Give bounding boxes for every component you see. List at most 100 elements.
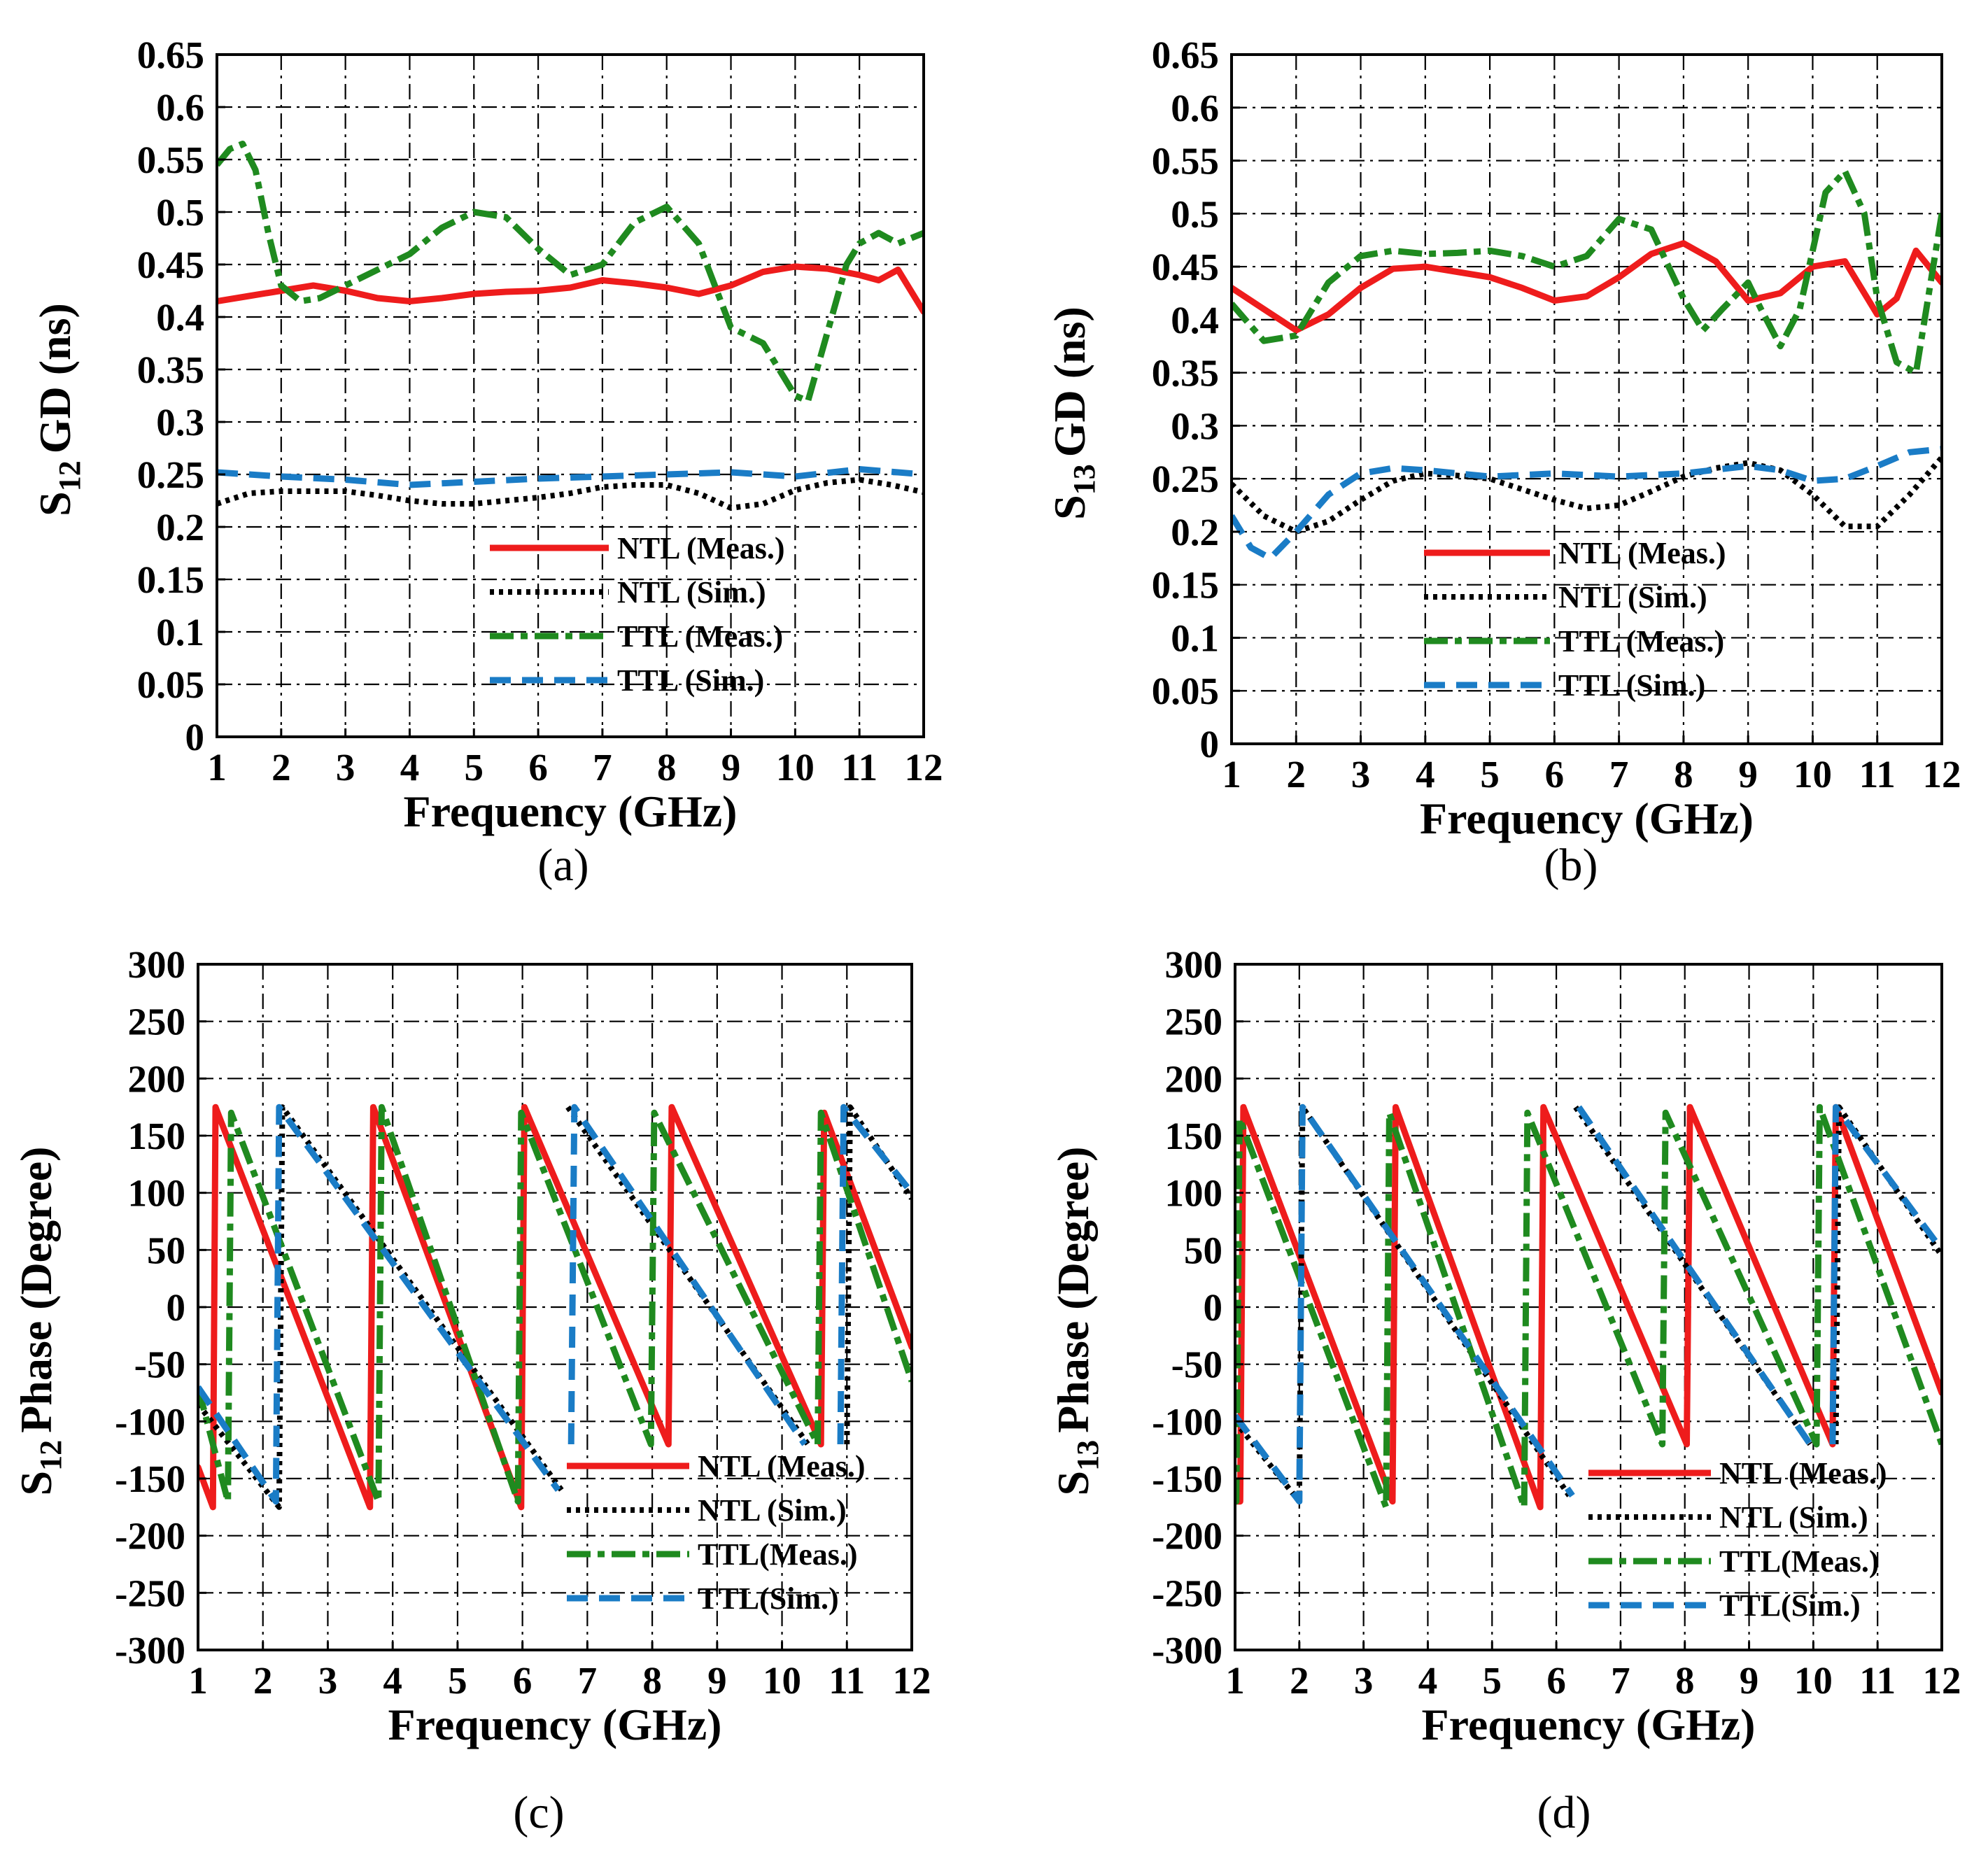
x-axis-title: Frequency (GHz) — [404, 787, 738, 836]
y-tick-label: 0.5 — [156, 191, 204, 234]
y-tick-label: 0.5 — [1171, 192, 1219, 235]
x-tick-label: 9 — [721, 746, 741, 789]
panel-label: (a) — [537, 840, 588, 891]
series-group — [1235, 1103, 1942, 1511]
x-tick-label: 6 — [1545, 753, 1565, 796]
y-tick-label: 200 — [1165, 1057, 1223, 1100]
x-tick-label: 7 — [593, 746, 612, 789]
y-tick-label: 250 — [1165, 1001, 1223, 1043]
y-tick-label: 0.55 — [1152, 140, 1219, 183]
y-tick-label: 300 — [128, 943, 186, 986]
y-tick-label: 0.6 — [1171, 87, 1219, 129]
x-tick-label: 11 — [1859, 1659, 1896, 1702]
x-tick-label: 9 — [707, 1659, 727, 1702]
y-tick-label: -250 — [115, 1572, 185, 1614]
series-line-0 — [198, 1103, 912, 1511]
x-tick-label: 4 — [1416, 753, 1435, 796]
legend-label-0: NTL (Meas.) — [617, 531, 785, 565]
x-tick-label: 2 — [1287, 753, 1306, 796]
y-tick-label: 0.15 — [1152, 564, 1219, 607]
y-tick-label: -50 — [1171, 1343, 1222, 1386]
legend-label-2: TTL (Meas.) — [1558, 624, 1724, 658]
x-tick-label: 6 — [513, 1659, 533, 1702]
legend-label-1: NTL (Sim.) — [1719, 1500, 1868, 1535]
x-axis-title: Frequency (GHz) — [1420, 794, 1754, 843]
y-tick-label: 0.3 — [1171, 404, 1219, 447]
x-tick-label: 6 — [1546, 1659, 1566, 1702]
y-tick-label: 0.1 — [156, 611, 204, 654]
x-tick-label: 8 — [1675, 1659, 1695, 1702]
y-tick-label: 150 — [1165, 1115, 1223, 1157]
y-axis-title-subscript: 12 — [52, 460, 87, 491]
y-tick-label: 0.25 — [137, 453, 204, 496]
series-line-2 — [1232, 168, 1942, 376]
y-tick-label: -50 — [134, 1343, 185, 1386]
y-axis-title-subscript: 13 — [1067, 464, 1101, 495]
y-tick-label: 0.35 — [1152, 352, 1219, 395]
y-tick-label: 0.2 — [156, 506, 204, 549]
y-tick-label: -100 — [115, 1400, 185, 1443]
x-tick-label: 11 — [1859, 753, 1896, 796]
legend: NTL (Meas.) NTL (Sim.) TTL (Meas.) TTL (Sim… — [1424, 536, 1726, 703]
x-tick-label: 6 — [528, 746, 548, 789]
y-tick-label: 0.35 — [137, 348, 204, 391]
x-tick-label: 3 — [1354, 1659, 1374, 1702]
y-axis-title-main: S — [1045, 495, 1094, 520]
x-tick-label: 10 — [1793, 753, 1832, 796]
x-tick-label: 12 — [1923, 753, 1961, 796]
y-tick-label: 0.05 — [137, 663, 204, 706]
y-tick-label: -300 — [115, 1629, 185, 1672]
y-tick-label: 0.15 — [137, 558, 204, 601]
series-line-1 — [217, 477, 924, 511]
x-tick-label: 8 — [657, 746, 677, 789]
legend: NTL (Meas.) NTL (Sim.) TTL(Meas.) TTL(Sim.) — [567, 1449, 866, 1616]
x-tick-label: 11 — [841, 746, 877, 789]
legend-label-0: NTL (Meas.) — [1719, 1456, 1887, 1490]
y-tick-label: -200 — [1152, 1515, 1222, 1558]
y-tick-label: 0.2 — [1171, 511, 1219, 553]
chart-panel-b: 1 2 3 4 5 6 7 8 9 10 11 1200.050.10.150.20.250.30.3… — [1045, 34, 1961, 891]
legend-label-1: NTL (Sim.) — [617, 575, 766, 609]
y-tick-label: 0.6 — [156, 86, 204, 129]
x-tick-label: 12 — [905, 746, 943, 789]
x-tick-label: 5 — [1483, 1659, 1502, 1702]
x-tick-label: 1 — [207, 746, 227, 789]
series-group — [1232, 168, 1942, 562]
y-axis-title-main: S — [11, 1471, 61, 1496]
y-tick-label: 0.55 — [137, 139, 204, 181]
x-axis-title: Frequency (GHz) — [388, 1700, 722, 1749]
y-tick-label: 0.4 — [156, 296, 204, 339]
x-tick-label: 1 — [1225, 1659, 1245, 1702]
y-tick-label: 0.45 — [1152, 246, 1219, 288]
panel-label: (c) — [513, 1787, 564, 1838]
series-line-0 — [217, 263, 924, 315]
y-tick-label: 0.45 — [137, 244, 204, 286]
x-tick-label: 12 — [1923, 1659, 1961, 1702]
y-axis-title-rest: Phase (Degree) — [1048, 1147, 1098, 1433]
y-axis-title: S13 GD (ns) — [1045, 306, 1101, 520]
chart-panel-d: 1 2 3 4 5 6 7 8 9 10 11 12-300-250-200-150-100-5005… — [1048, 943, 1961, 1838]
y-axis-title-main: S — [30, 491, 80, 516]
legend-label-2: TTL (Meas.) — [617, 619, 783, 654]
y-axis-title: S12 GD (ns) — [30, 303, 87, 516]
x-tick-label: 2 — [1290, 1659, 1309, 1702]
y-tick-label: 0 — [185, 716, 205, 759]
x-tick-label: 5 — [448, 1659, 467, 1702]
y-tick-label: 0.65 — [1152, 34, 1219, 76]
series-line-3 — [198, 1103, 912, 1505]
chart-panel-c: 1 2 3 4 5 6 7 8 9 10 11 12-300-250-200-150-100-5005… — [11, 943, 931, 1838]
legend-label-0: NTL (Meas.) — [1558, 536, 1726, 570]
x-tick-label: 7 — [578, 1659, 598, 1702]
x-tick-label: 5 — [1480, 753, 1500, 796]
series-line-2 — [1235, 1103, 1942, 1511]
y-tick-label: 100 — [128, 1172, 186, 1215]
x-tick-label: 3 — [318, 1659, 338, 1702]
y-tick-label: 150 — [128, 1115, 186, 1157]
y-axis-title-main: S — [1048, 1471, 1098, 1496]
y-axis-title-subscript: 13 — [1071, 1440, 1105, 1471]
y-axis-title-rest: GD (ns) — [30, 303, 80, 453]
x-tick-label: 7 — [1609, 753, 1629, 796]
y-tick-label: -300 — [1152, 1629, 1222, 1672]
series-group — [217, 141, 924, 511]
series-line-1 — [1232, 456, 1942, 535]
